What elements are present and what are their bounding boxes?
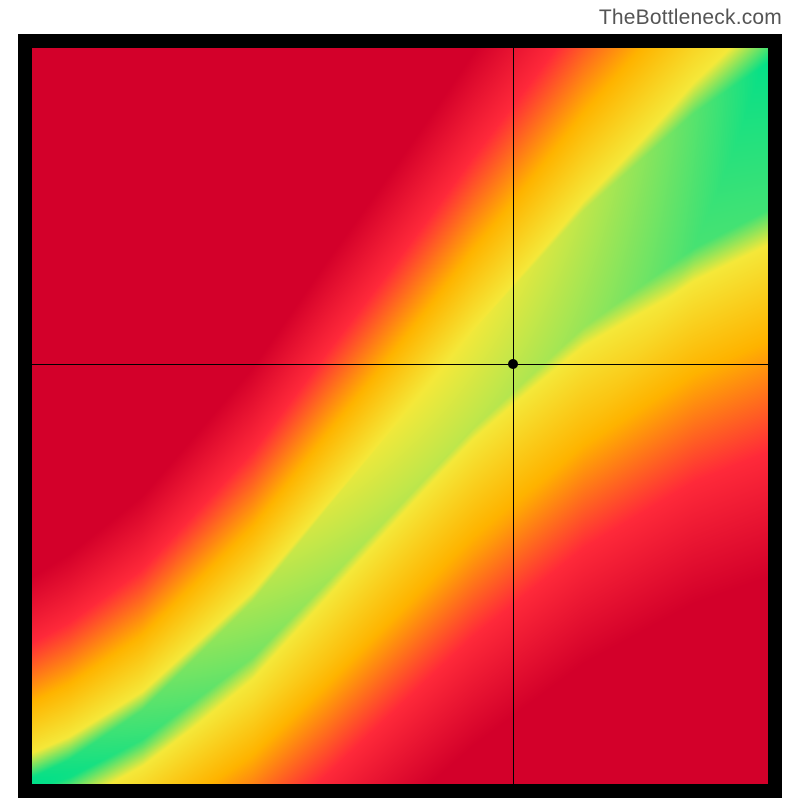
bottleneck-heatmap-frame	[18, 34, 782, 798]
attribution-text: TheBottleneck.com	[599, 6, 782, 30]
crosshair-marker	[508, 359, 518, 369]
crosshair-vertical	[513, 48, 514, 784]
bottleneck-heatmap-canvas	[32, 48, 768, 784]
crosshair-horizontal	[32, 364, 768, 365]
